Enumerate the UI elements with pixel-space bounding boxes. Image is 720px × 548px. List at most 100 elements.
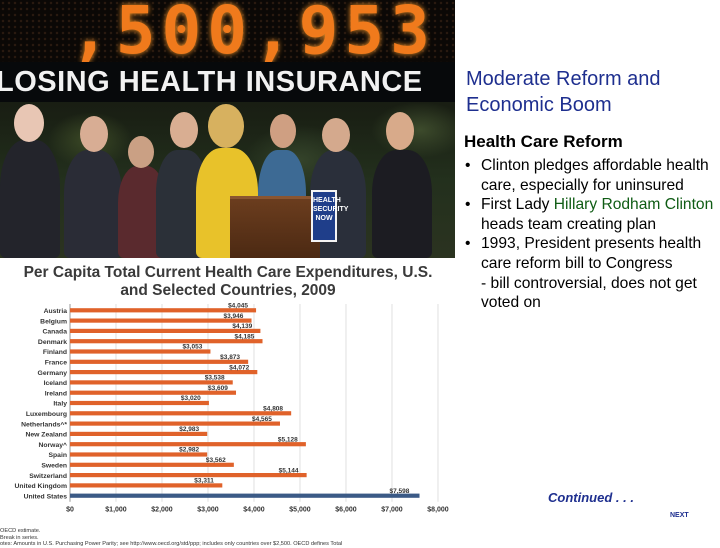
podium-sign-line-2: SECURITY [313,206,349,213]
banner: LOSING HEALTH INSURANCE [0,62,455,102]
bar [70,380,233,385]
category-label: Canada [42,329,67,336]
chart-svg: $0 $1,000 $2,000 $3,000 $4,000 $5,000 $6,000 $7… [15,303,449,514]
bullet-item-2: First Lady Hillary Rodham Clinton heads … [464,195,716,234]
data-label: $4,185 [235,333,255,340]
data-label: $4,072 [229,364,249,371]
person-1-head [14,104,44,142]
data-label: $2,982 [179,447,199,454]
bar [70,421,280,426]
x-tick-label: $2,000 [151,507,173,514]
person-8-head [386,112,414,150]
bar [70,370,258,375]
bar [70,359,249,364]
data-label: $4,565 [252,416,272,423]
bar [70,328,261,333]
press-photo: ,500,953 LOSING HEALTH INSURANCE HEALTH … [0,0,455,258]
category-label: Sweden [41,463,67,470]
person-7-head [322,118,350,152]
category-label: United Kingdom [15,483,67,490]
category-label: Norway^ [38,441,67,449]
podium-sign-line-1: HEALTH [313,197,341,204]
bullet-list: Clinton pledges affordable health care, … [464,156,716,313]
bullet-text-1: Clinton pledges affordable health care, … [481,157,709,194]
chart-footnote-2: Break in series. [0,534,39,541]
chart-footnotes: OECD estimate. Break in series. otes: Am… [0,528,455,548]
person-3-head [128,136,154,168]
bullet-item-3: 1993, President presents health care ref… [464,234,716,273]
podium-sign-line-3: NOW [315,215,333,222]
x-tick-label: $5,000 [289,507,311,514]
speaker-head [208,104,244,148]
data-label: $3,873 [220,354,240,361]
bar [70,318,252,323]
data-label: $5,144 [279,467,299,474]
x-tick-label: $6,000 [335,507,357,514]
bar [70,390,237,395]
banner-text: LOSING HEALTH INSURANCE [0,66,423,98]
bullet-subnote: - bill controversial, does not get voted… [481,274,697,312]
bullet-text-2-pre: First Lady [481,196,554,214]
category-label: Luxembourg [26,411,67,418]
next-button[interactable]: NEXT [670,512,689,519]
data-label: $3,311 [194,478,214,485]
category-label: Denmark [38,339,67,346]
bar [70,462,234,467]
bar [70,483,223,488]
health-expenditure-chart: Per Capita Total Current Health Care Exp… [0,258,455,547]
category-label: New Zealand [25,432,67,439]
category-label: Netherlands^* [21,420,67,428]
data-label: $5,128 [278,436,298,443]
podium [230,196,320,258]
category-label: Switzerland [29,473,67,480]
section-heading: Health Care Reform [464,132,623,151]
x-tick-label: $8,000 [427,507,449,514]
slide-title: Moderate Reform and Economic Boom [466,68,661,116]
bar [70,400,209,406]
chart-footnote-1: OECD estimate. [0,528,41,534]
bar [70,349,211,354]
chart-title: Per Capita Total Current Health Care Exp… [23,264,433,299]
chart-footnote-3: otes: Amounts in U.S. Purchasing Power P… [0,541,343,548]
category-label: Iceland [44,380,67,387]
data-label: $3,946 [224,313,244,320]
x-tick-label: $7,000 [381,507,403,514]
bar [70,452,208,457]
data-label: $3,020 [181,395,201,402]
category-label: United States [24,493,68,500]
category-label: Spain [48,452,67,459]
bullet-highlight-name: Hillary Rodham Clinton [553,196,714,214]
person-4-head [170,112,198,148]
bar [70,339,263,344]
data-label: $7,598 [390,488,410,495]
person-8 [372,150,432,258]
category-label: Italy [53,401,67,408]
led-counter-board: ,500,953 [0,0,455,69]
category-label: Austria [44,308,68,315]
data-label: $4,045 [228,303,248,310]
person-2 [64,150,122,258]
x-tick-label: $4,000 [243,507,265,514]
bullet-text-2-post: heads team creating plan [481,215,657,233]
bar [70,411,292,416]
category-label: Finland [43,349,67,356]
bullet-item-1: Clinton pledges affordable health care, … [464,156,716,195]
bar [70,308,257,313]
data-label: $3,053 [182,344,202,351]
category-label: Ireland [45,390,67,397]
bullet-text-3: 1993, President presents health care ref… [481,235,702,272]
data-label: $3,538 [205,375,225,382]
podium-sign: HEALTH SECURITY NOW [311,190,349,242]
data-label: $2,983 [179,426,199,433]
bar [70,473,307,478]
category-label: Germany [38,370,68,377]
x-tick-label: $1,000 [105,507,127,514]
data-label: $4,808 [263,406,283,413]
bar [70,431,208,436]
bar [70,493,420,498]
x-tick-label: $3,000 [197,507,219,514]
category-label: Belgium [40,318,67,325]
data-label: $4,139 [232,323,252,330]
person-1 [0,140,60,258]
led-counter-value: ,500,953 [70,0,436,69]
